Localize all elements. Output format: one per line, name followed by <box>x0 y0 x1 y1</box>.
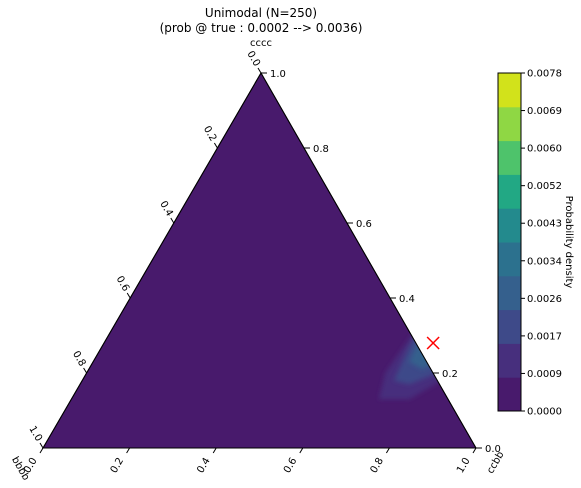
tick-mark-bottom <box>126 447 131 454</box>
density-hotspot <box>440 320 449 329</box>
colorbar-tick-label: 0.0069 <box>527 106 562 117</box>
tick-mark-left <box>170 217 175 224</box>
axis-label-top: cccc <box>250 38 272 49</box>
tick-label-bottom: 0.2 <box>109 456 126 475</box>
tick-mark-left <box>126 292 131 299</box>
tick-mark-bottom <box>472 447 477 454</box>
tick-label-right: 0.2 <box>442 369 458 380</box>
tick-label-left: 0.0 <box>244 49 261 68</box>
colorbar-segment <box>498 242 521 277</box>
tick-label-left: 0.6 <box>114 274 131 293</box>
chart-title: Unimodal (N=250) <box>205 6 317 20</box>
tick-label-bottom: 1.0 <box>455 456 472 475</box>
colorbar-segment <box>498 343 521 378</box>
density-hotspot <box>450 309 459 317</box>
tick-mark-left <box>213 142 218 149</box>
tick-label-left: 0.8 <box>70 349 87 368</box>
colorbar-tick-label: 0.0043 <box>527 219 562 230</box>
density-hotspot <box>448 335 457 344</box>
tick-mark-bottom <box>212 447 217 454</box>
colorbar-segment <box>498 174 521 209</box>
colorbar-tick-label: 0.0034 <box>527 256 562 267</box>
tick-label-left: 1.0 <box>26 424 43 443</box>
colorbar: 0.0000 0.0009 0.0017 0.0026 0.0034 0.0043 0.00… <box>497 69 562 418</box>
tick-label-left: 0.2 <box>201 124 218 143</box>
colorbar-tick-label: 0.0078 <box>527 69 562 80</box>
tick-label-left: 0.4 <box>157 199 174 218</box>
colorbar-tick-label: 0.0000 <box>527 407 562 418</box>
density-level-7 <box>435 298 466 347</box>
colorbar-segment <box>498 140 521 175</box>
colorbar-tick-label: 0.0052 <box>527 181 562 192</box>
tick-mark-bottom <box>39 447 44 454</box>
density-hotspot <box>450 324 459 332</box>
colorbar-segment <box>498 309 521 344</box>
density-hotspot <box>461 297 470 306</box>
tick-label-right: 0.6 <box>356 219 372 230</box>
colorbar-tick-label: 0.0017 <box>527 331 562 342</box>
density-level-5 <box>424 275 476 358</box>
tick-mark-left <box>39 442 44 449</box>
tick-label-right: 0.4 <box>399 294 415 305</box>
tick-label-right: 0.0 <box>485 444 501 455</box>
tick-label-right: 1.0 <box>270 69 286 80</box>
tick-label-right: 0.8 <box>313 144 329 155</box>
tick-mark-bottom <box>299 447 304 454</box>
true-point-marker <box>426 336 440 350</box>
tick-label-bottom: 0.8 <box>369 456 386 475</box>
colorbar-frame <box>497 72 522 412</box>
tick-label-bottom: 0.6 <box>282 456 299 475</box>
tick-mark-left <box>257 67 262 74</box>
colorbar-tick-label: 0.0060 <box>527 144 562 155</box>
colorbar-segment <box>498 73 521 108</box>
colorbar-segment <box>498 208 521 243</box>
tick-label-bottom: 0.4 <box>195 456 212 475</box>
colorbar-segment <box>498 106 521 142</box>
chart-subtitle: (prob @ true : 0.0002 --> 0.0036) <box>160 21 363 35</box>
colorbar-tick-label: 0.0009 <box>527 369 562 380</box>
tick-mark-bottom <box>385 447 390 454</box>
true-point-x-stroke <box>426 336 440 350</box>
colorbar-tick-label: 0.0026 <box>527 294 562 305</box>
tick-mark-left <box>83 367 88 374</box>
colorbar-label: Probability density <box>563 196 574 289</box>
colorbar-segment <box>498 275 521 311</box>
colorbar-segment <box>498 377 521 412</box>
ternary-outline <box>42 71 477 449</box>
